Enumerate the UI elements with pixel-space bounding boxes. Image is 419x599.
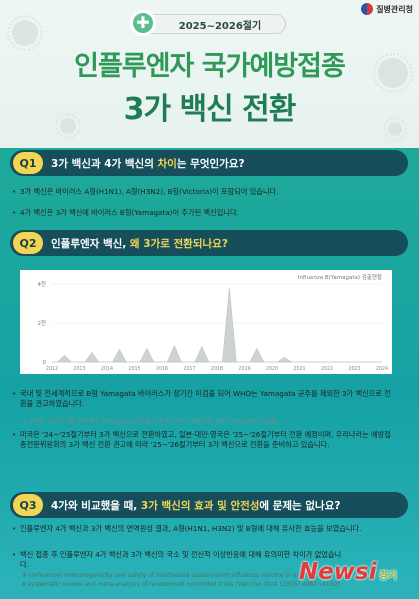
virus-decoration-icon [373,53,413,93]
chart-area-peak [111,348,127,363]
chart-y-tick-label: 4천 [37,280,46,288]
chart-y-tick-label: 2천 [37,319,46,327]
chart-x-tick-label: 2024 [376,366,388,372]
q1-number-badge: Q1 [13,152,43,174]
q3-reference: ※ (reference) Immunogenicity and safety … [22,572,314,579]
kdca-logo-text: 질병관리청 [376,4,413,14]
q1-bullet: 4가 백신은 3가 백신에 바이러스 B형(Yamagata)이 추가된 백신입… [12,208,396,219]
chart-x-tick-label: 2013 [73,366,85,372]
q3-bullet: 인플루엔자 4가 백신과 3가 백신의 면역원성 결과, A형(H1N1, H3… [12,524,396,535]
page-title-line1: 인플루엔자 국가예방접종 [74,51,346,82]
chart-x-tick-label: 2016 [156,366,168,372]
chart-x-tick-label: 2018 [211,366,223,372]
chart-area-peak [194,345,210,363]
chart-area-peak [56,354,72,363]
q3-bar: Q3 4가와 비교했을 때, 3가 백신의 효과 및 안전성에 문제는 없나요? [10,492,408,518]
chart-x-tick-label: 2022 [321,366,333,372]
chart-area-peak [249,347,265,363]
q2-number-badge: Q2 [13,232,43,254]
virus-decoration-icon [7,15,43,51]
chart-x-tick-label: 2021 [293,366,305,372]
chart-area-peak [222,287,237,363]
chart-x-tick-label: 2017 [183,366,195,372]
q1-bar: Q1 3가 백신과 4가 백신의 차이는 무엇인가요? [10,150,408,176]
chart-x-tick-label: 2012 [46,366,58,372]
chart-x-tick-label: 2019 [238,366,250,372]
chart-x-tick-label: 2023 [348,366,360,372]
q2-bullet: 미국은 '24~'25절기부터 3가 백신으로 전환하였고, 일본·대만·영국은… [12,430,396,451]
virus-decoration-icon [55,113,81,139]
chart-area-peak [166,344,182,363]
q2-bar: Q2 인플루엔자 백신, 왜 3가로 전환되나요? [10,230,408,256]
news-watermark: Newsi 경기 [298,559,397,585]
chart-svg: 0 2천 4천 Influenza B(Yamagata) 검출현황 2012 2013 2… [37,273,388,372]
q1-bullet: 3가 백신은 바이러스 A형(H1N1), A형(H3N2), B형(Victo… [12,187,396,198]
chart-area-peak [84,351,100,363]
q3-reference-2: A systematic review and meta-analysis of… [22,581,340,588]
chart-x-tick-label: 2020 [266,366,278,372]
chart-title: Influenza B(Yamagata) 검출현황 [298,273,382,281]
q2-question: 인플루엔자 백신, 왜 3가로 전환되나요? [51,237,228,250]
chart-x-tick-label: 2014 [101,366,113,372]
virus-decoration-icon [383,117,407,141]
chart-area-peak [139,347,155,363]
medical-cross-icon: ✚ [130,10,156,36]
season-label: 2025~2026절기 [140,14,286,34]
chart-x-tick-label: 2015 [128,366,140,372]
q2-note: ※ (국외) '19년 7월 이후 B형 Yamagata 미검출, (국내) … [22,418,277,425]
kdca-emblem-icon [361,3,374,15]
q2-bullet: 국내 및 전세계적으로 B형 Yamagata 바이러스가 장기간 미검출 되어… [12,389,396,410]
q3-number-badge: Q3 [13,494,43,516]
kdca-logo: 질병관리청 [361,3,413,15]
chart-y-tick-label: 0 [43,360,47,366]
yamagata-chart: 0 2천 4천 Influenza B(Yamagata) 검출현황 2012 2013 2… [20,270,392,374]
page-title-line2: 3가 백신 전환 [123,92,297,127]
q3-bullet: 백신 접종 후 인플루엔자 4가 백신과 3가 백신의 국소 및 전신적 이상반… [12,550,350,571]
q1-question: 3가 백신과 4가 백신의 차이는 무엇인가요? [51,157,245,170]
q3-question: 4가와 비교했을 때, 3가 백신의 효과 및 안전성에 문제는 없나요? [51,499,341,512]
chart-area-peak [276,356,293,363]
